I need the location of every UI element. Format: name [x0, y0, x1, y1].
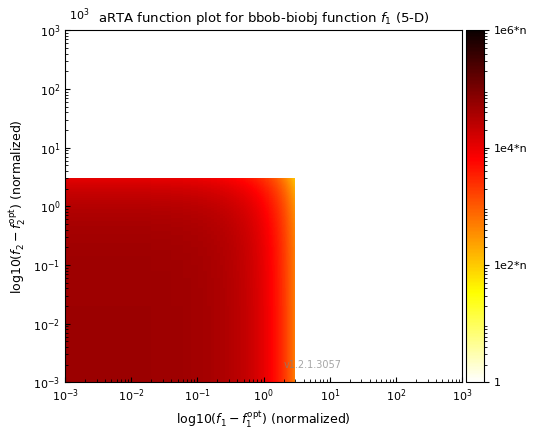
Text: v1.2.1.3057: v1.2.1.3057 — [284, 360, 342, 370]
Text: $10^3$: $10^3$ — [69, 7, 90, 23]
X-axis label: log10($f_1 - f_1^\mathrm{opt}$) (normalized): log10($f_1 - f_1^\mathrm{opt}$) (normali… — [176, 409, 351, 430]
Title: aRTA function plot for bbob-biobj function $f_1$ (5-D): aRTA function plot for bbob-biobj functi… — [98, 10, 429, 27]
Y-axis label: log10($f_2 - f_2^\mathrm{opt}$) (normalized): log10($f_2 - f_2^\mathrm{opt}$) (normali… — [7, 119, 28, 294]
